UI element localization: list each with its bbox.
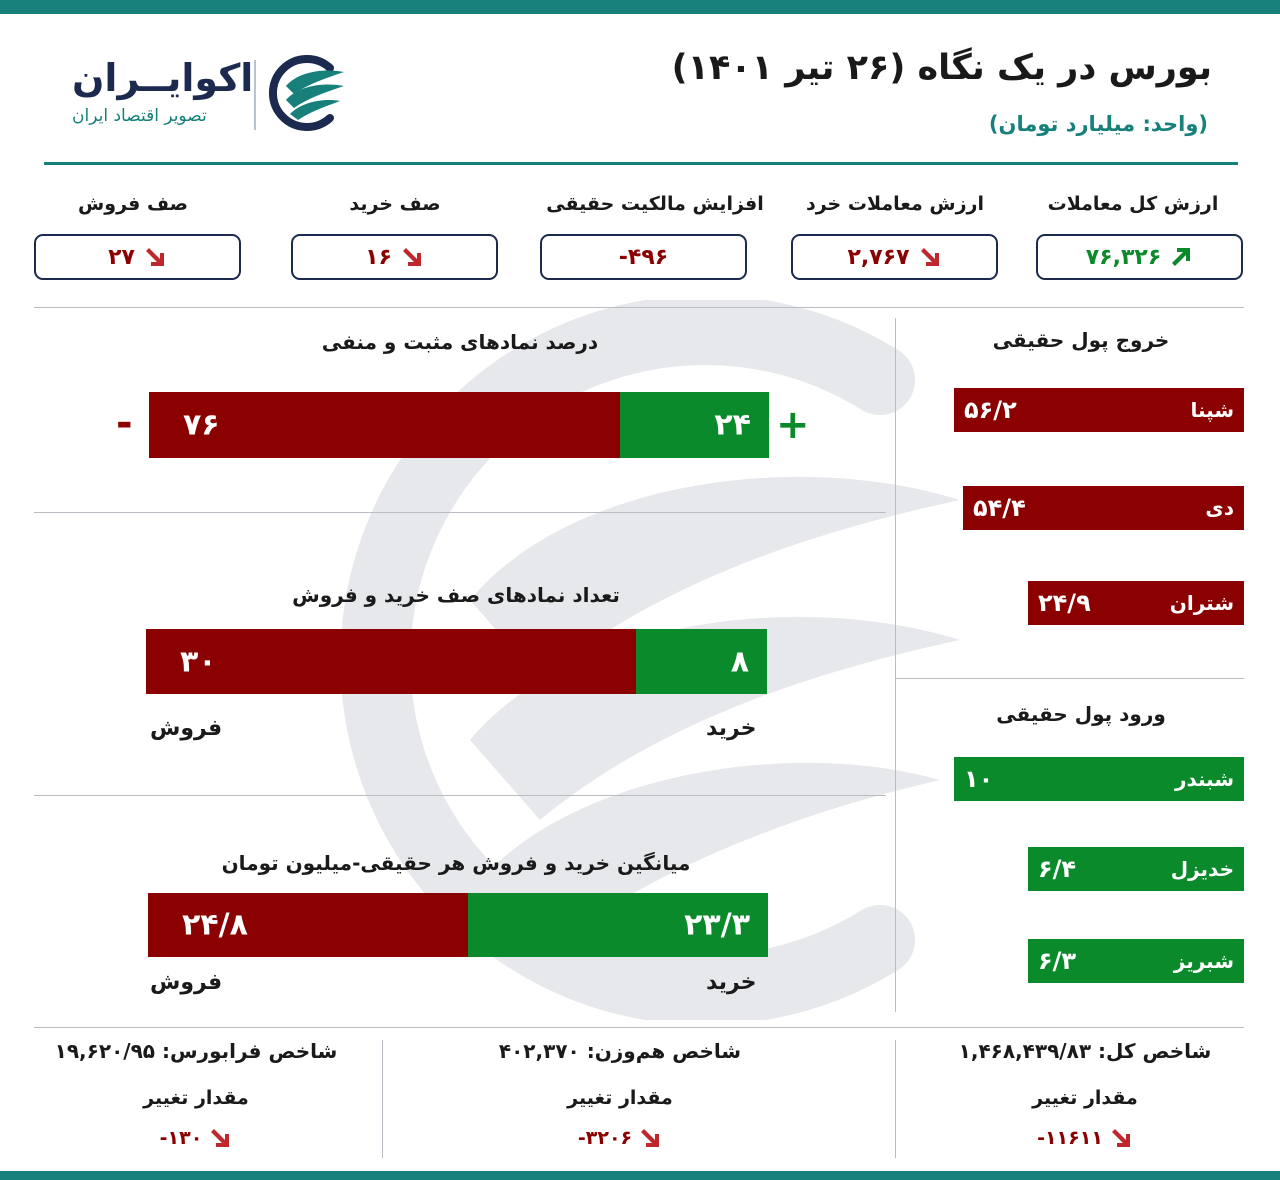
indices-separator-1 — [382, 1040, 383, 1158]
index-change-value: -۳۲۰۶ — [577, 1127, 633, 1149]
kpi-value-box: ۲۷ — [34, 234, 241, 280]
bar-value-label: ۸ — [730, 644, 749, 679]
section-divider-1 — [34, 512, 886, 513]
arrow-down-icon — [402, 248, 421, 266]
kpi-label: افزایش مالکیت حقیقی — [546, 193, 764, 215]
arrow-down-icon — [920, 248, 939, 266]
index-change-label: مقدار تغییر — [143, 1087, 249, 1109]
money-inflow-title: ورود پول حقیقی — [996, 702, 1166, 726]
logo-wordmark: اکوایــران — [72, 56, 254, 100]
arrow-down-icon — [211, 1129, 230, 1147]
money-flow-symbol: شبندر — [1174, 767, 1234, 791]
arrow-down-icon — [1111, 1129, 1130, 1147]
kpi-value-box: -۴۹۶ — [540, 234, 747, 280]
kpi-value-box: ۱۶ — [291, 234, 498, 280]
money-outflow-title: خروج پول حقیقی — [992, 328, 1170, 352]
queue-sell-caption: فروش — [150, 716, 223, 741]
index-change-value: -۱۱۶۱۱ — [1037, 1127, 1103, 1149]
bar-segment-negative: ۲۴/۸ — [148, 893, 468, 957]
queue-count-bar: ۳۰ ۸ — [146, 629, 767, 694]
money-flow-bar: ۶/۳ شبریز — [1028, 939, 1244, 983]
header-divider — [44, 162, 1238, 165]
money-flow-value: ۵۶/۲ — [964, 396, 1017, 424]
queue-buy-caption: خرید — [706, 716, 757, 741]
kpi-label: ارزش کل معاملات — [1047, 193, 1219, 215]
kpi-value-box: ۲,۷۶۷ — [791, 234, 998, 280]
positive-negative-bar: ۷۶ ۲۴ — [149, 392, 769, 458]
index-change: -۱۱۶۱۱ — [985, 1126, 1185, 1150]
top-accent-bar — [0, 0, 1280, 14]
money-flow-value: ۱۰ — [964, 765, 994, 793]
bar-segment-positive: ۲۳/۳ — [468, 893, 768, 957]
money-flow-bar: ۵۶/۲ شپنا — [954, 388, 1244, 432]
average-buy-caption: خرید — [706, 970, 757, 995]
logo-mark-icon — [269, 55, 344, 131]
indices-separator-2 — [895, 1040, 896, 1158]
column-divider — [895, 318, 896, 1012]
index-change: -۱۳۰ — [96, 1126, 296, 1150]
money-flow-value: ۲۴/۹ — [1038, 589, 1091, 617]
money-flow-value: ۶/۳ — [1038, 947, 1077, 975]
index-change-value: -۱۳۰ — [159, 1127, 203, 1149]
bar-value-label: ۲۳/۳ — [684, 907, 750, 943]
money-flow-symbol: خدیزل — [1170, 857, 1234, 881]
kpi-label: ارزش معاملات خرد — [805, 193, 984, 215]
bar-segment-negative: ۷۶ — [149, 392, 620, 458]
index-title: شاخص فرابورس: ۱۹,۶۲۰/۹۵ — [54, 1039, 338, 1063]
kpi-value-box: ۷۶,۳۲۶ — [1036, 234, 1243, 280]
unit-subtitle: (واحد: میلیارد تومان) — [988, 112, 1208, 136]
money-flow-value: ۶/۴ — [1038, 855, 1077, 883]
money-flow-symbol: شپنا — [1190, 398, 1234, 422]
queue-count-title: تعداد نمادهای صف خرید و فروش — [292, 583, 620, 607]
money-flow-bar: ۱۰ شبندر — [954, 757, 1244, 801]
money-flow-divider — [896, 678, 1244, 679]
money-flow-bar: ۶/۴ خدیزل — [1028, 847, 1244, 891]
indices-divider — [34, 1027, 1244, 1028]
money-flow-symbol: دی — [1205, 496, 1234, 520]
kpi-divider — [34, 307, 1244, 308]
money-flow-value: ۵۴/۴ — [973, 494, 1026, 522]
logo-divider — [254, 60, 256, 130]
kpi-label: صف خرید — [349, 193, 441, 215]
kpi-value: ۲۷ — [108, 244, 135, 270]
average-trade-title: میانگین خرید و فروش هر حقیقی-میلیون توما… — [221, 851, 691, 875]
money-flow-bar: ۲۴/۹ شتران — [1028, 581, 1244, 625]
average-trade-bar: ۲۴/۸ ۲۳/۳ — [148, 893, 768, 957]
bar-value-label: ۷۶ — [183, 407, 220, 443]
arrow-up-icon — [1172, 248, 1191, 266]
bottom-accent-bar — [0, 1171, 1280, 1180]
money-flow-symbol: شتران — [1169, 591, 1234, 615]
index-change: -۳۲۰۶ — [520, 1126, 720, 1150]
bar-value-label: ۲۴/۸ — [182, 907, 248, 943]
section-divider-2 — [34, 795, 886, 796]
money-flow-symbol: شبریز — [1173, 949, 1234, 973]
kpi-value: ۷۶,۳۲۶ — [1085, 244, 1162, 270]
index-title: شاخص کل: ۱,۴۶۸,۴۳۹/۸۳ — [958, 1039, 1212, 1063]
index-title: شاخص هم‌وزن: ۴۰۲,۳۷۰ — [498, 1039, 742, 1063]
average-sell-caption: فروش — [150, 970, 223, 995]
minus-sign: - — [116, 400, 133, 446]
bar-segment-positive: ۸ — [636, 629, 767, 694]
kpi-label: صف فروش — [78, 193, 188, 215]
page-title: بورس در یک نگاه (۲۶ تیر ۱۴۰۱) — [671, 48, 1212, 88]
bar-value-label: ۳۰ — [180, 644, 217, 679]
kpi-value: ۱۶ — [365, 244, 392, 270]
bar-segment-negative: ۳۰ — [146, 629, 636, 694]
index-change-label: مقدار تغییر — [567, 1087, 673, 1109]
arrow-down-icon — [145, 248, 164, 266]
kpi-value: ۲,۷۶۷ — [847, 244, 910, 270]
money-flow-bar: ۵۴/۴ دی — [963, 486, 1244, 530]
positive-negative-title: درصد نمادهای مثبت و منفی — [321, 330, 599, 354]
index-change-label: مقدار تغییر — [1032, 1087, 1138, 1109]
logo-tagline: تصویر اقتصاد ایران — [72, 106, 207, 126]
plus-sign: + — [776, 402, 810, 448]
kpi-value: -۴۹۶ — [618, 244, 669, 270]
bar-segment-positive: ۲۴ — [620, 392, 769, 458]
arrow-down-icon — [641, 1129, 660, 1147]
bar-value-label: ۲۴ — [714, 407, 751, 443]
